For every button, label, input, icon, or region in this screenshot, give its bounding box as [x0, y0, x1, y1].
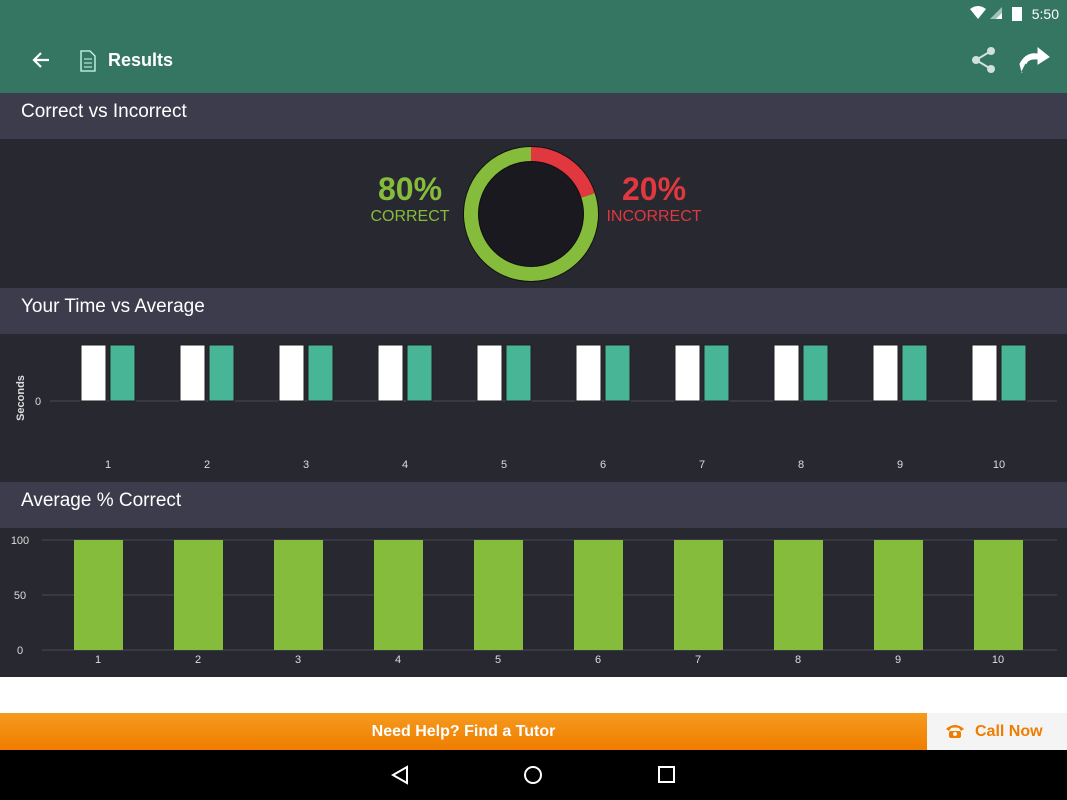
x-tick-label: 5	[501, 459, 507, 471]
x-tick-label: 2	[204, 459, 210, 471]
average-correct-bar	[574, 540, 623, 650]
x-tick-label: 6	[600, 459, 606, 471]
average-correct-bar	[274, 540, 323, 650]
average-time-bar	[109, 344, 136, 402]
x-tick-label: 3	[303, 459, 309, 471]
forward-icon[interactable]	[1018, 44, 1052, 74]
your-time-bar	[476, 344, 503, 402]
y-tick-label: 50	[14, 590, 26, 602]
phone-icon	[946, 725, 964, 738]
average-time-bar	[604, 344, 631, 402]
your-time-bar	[377, 344, 404, 402]
average-time-bar	[505, 344, 532, 402]
incorrect-stat: 20% INCORRECT	[604, 171, 704, 226]
share-icon[interactable]	[971, 46, 997, 74]
average-correct-bar	[974, 540, 1023, 650]
average-correct-bar	[374, 540, 423, 650]
x-tick-label: 3	[295, 654, 301, 666]
x-tick-label: 10	[992, 654, 1004, 666]
your-time-bar	[80, 344, 107, 402]
find-tutor-link[interactable]: Need Help? Find a Tutor	[371, 723, 556, 740]
call-now-label: Call Now	[975, 723, 1043, 740]
page-title: Results	[108, 50, 174, 70]
your-time-bar	[872, 344, 899, 402]
average-time-bar	[802, 344, 829, 402]
average-correct-bar	[474, 540, 523, 650]
your-time-bar	[674, 344, 701, 402]
back-nav-icon[interactable]	[390, 765, 410, 785]
correct-vs-incorrect-panel: 80% CORRECT 20% INCORRECT	[0, 139, 1067, 288]
x-tick-label: 1	[95, 654, 101, 666]
checklist-document-icon	[80, 50, 96, 72]
donut-hole	[479, 162, 583, 266]
correct-percent: 80%	[377, 171, 443, 207]
section-title: Correct vs Incorrect	[21, 101, 187, 122]
arrow-left-icon[interactable]	[31, 50, 51, 70]
time-vs-average-chart: 0 Seconds 1 2 3 4 5 6 7 8 9 10	[15, 344, 1057, 471]
average-time-bar	[1000, 344, 1027, 402]
average-time-bar	[406, 344, 433, 402]
time-vs-average-panel: 0 Seconds 1 2 3 4 5 6 7 8 9 10	[0, 334, 1067, 482]
correct-stat: 80% CORRECT	[360, 171, 460, 226]
average-correct-panel: 0 50 100 1 2 3 4 5 6 7 8 9 10	[0, 528, 1067, 677]
your-time-bar	[179, 344, 206, 402]
x-tick-label: 2	[195, 654, 201, 666]
wifi-icon	[970, 6, 986, 19]
x-tick-label: 7	[699, 459, 705, 471]
incorrect-label: INCORRECT	[606, 208, 702, 225]
call-now-button[interactable]: Call Now	[927, 713, 1067, 750]
x-tick-label: 7	[695, 654, 701, 666]
tutor-banner[interactable]: Need Help? Find a Tutor Call Now	[0, 713, 1067, 750]
donut-slice-correct	[464, 147, 598, 281]
x-tick-label: 5	[495, 654, 501, 666]
your-time-bar	[278, 344, 305, 402]
section-header-correct-vs-incorrect: Correct vs Incorrect	[0, 93, 1067, 139]
x-tick-label: 4	[395, 654, 401, 666]
average-time-bar	[307, 344, 334, 402]
section-title: Average % Correct	[21, 490, 182, 511]
donut-slice-incorrect	[530, 147, 595, 198]
correct-donut-chart	[463, 146, 599, 282]
status-bar: 5:50	[0, 0, 1067, 28]
correct-label: CORRECT	[370, 208, 450, 225]
average-correct-chart: 0 50 100 1 2 3 4 5 6 7 8 9 10	[11, 535, 1057, 666]
section-title: Your Time vs Average	[21, 296, 205, 317]
x-tick-label: 9	[895, 654, 901, 666]
average-time-bar	[703, 344, 730, 402]
app-bar: Results	[0, 28, 1067, 93]
average-correct-bar	[674, 540, 723, 650]
battery-charging-icon	[1012, 7, 1022, 21]
your-time-bar	[575, 344, 602, 402]
clock: 5:50	[1031, 6, 1059, 22]
y-tick-label: 0	[17, 645, 23, 657]
x-tick-label: 10	[993, 459, 1005, 471]
your-time-bar	[971, 344, 998, 402]
average-correct-bar	[74, 540, 123, 650]
average-correct-bar	[774, 540, 823, 650]
average-correct-bar	[174, 540, 223, 650]
y-axis-label: Seconds	[15, 375, 27, 421]
average-time-bar	[208, 344, 235, 402]
y-tick-label: 100	[11, 535, 29, 547]
x-tick-label: 4	[402, 459, 408, 471]
x-tick-label: 9	[897, 459, 903, 471]
recents-nav-icon[interactable]	[657, 765, 677, 785]
section-header-time-vs-average: Your Time vs Average	[0, 288, 1067, 334]
status-icons	[970, 6, 1022, 21]
section-header-average-correct: Average % Correct	[0, 482, 1067, 528]
y-tick-label: 0	[35, 396, 41, 408]
navigation-bar	[0, 750, 1067, 800]
x-tick-label: 1	[105, 459, 111, 471]
x-tick-label: 8	[795, 654, 801, 666]
your-time-bar	[773, 344, 800, 402]
average-correct-bar	[874, 540, 923, 650]
average-time-bar	[901, 344, 928, 402]
x-tick-label: 8	[798, 459, 804, 471]
incorrect-percent: 20%	[621, 171, 687, 207]
home-nav-icon[interactable]	[523, 765, 543, 785]
x-tick-label: 6	[595, 654, 601, 666]
